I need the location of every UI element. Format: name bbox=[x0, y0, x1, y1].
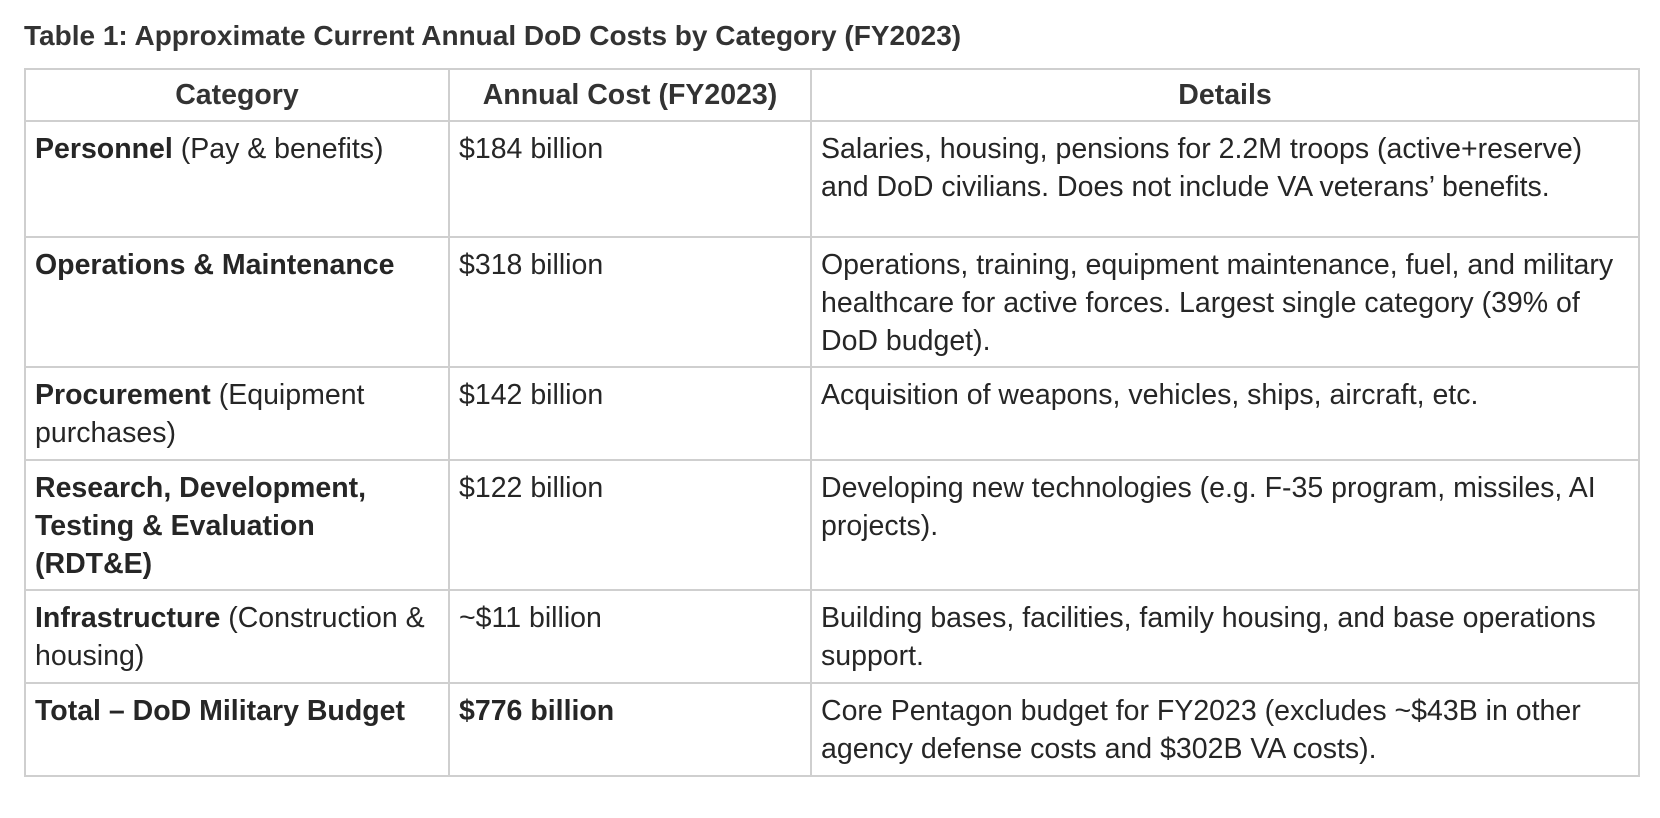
category-name: Personnel bbox=[35, 133, 173, 165]
table-row-infrastructure: Infrastructure (Construction & housing) … bbox=[24, 589, 1640, 684]
details-cell: Building bases, facilities, family housi… bbox=[810, 589, 1640, 684]
category-note: (Pay & benefits) bbox=[172, 133, 384, 165]
category-cell: Research, Development, Testing & Evaluat… bbox=[24, 459, 450, 591]
header-details: Details bbox=[810, 68, 1640, 122]
category-name: Total – DoD Military Budget bbox=[35, 695, 405, 727]
category-cell: Procurement (Equipment purchases) bbox=[24, 366, 450, 461]
category-name: Research, Development, Testing & Evaluat… bbox=[35, 472, 367, 580]
category-name: Infrastructure bbox=[35, 602, 221, 634]
category-note: (Equipment purchases) bbox=[35, 379, 365, 449]
cost-cell: $184 billion bbox=[448, 120, 812, 238]
details-cell: Core Pentagon budget for FY2023 (exclude… bbox=[810, 682, 1640, 777]
table-row-rdte: Research, Development, Testing & Evaluat… bbox=[24, 459, 1640, 591]
cost-cell: ~$11 billion bbox=[448, 589, 812, 684]
table-row-total: Total – DoD Military Budget $776 billion… bbox=[24, 682, 1640, 777]
details-cell: Operations, training, equipment maintena… bbox=[810, 236, 1640, 368]
cost-cell: $142 billion bbox=[448, 366, 812, 461]
category-cell: Total – DoD Military Budget bbox=[24, 682, 450, 777]
category-name: Procurement bbox=[35, 379, 211, 411]
category-cell: Personnel (Pay & benefits) bbox=[24, 120, 450, 238]
category-cell: Operations & Maintenance bbox=[24, 236, 450, 368]
cost-cell: $318 billion bbox=[448, 236, 812, 368]
table-row-operations-maintenance: Operations & Maintenance $318 billion Op… bbox=[24, 236, 1640, 368]
header-row: Category Annual Cost (FY2023) Details bbox=[24, 68, 1640, 122]
details-cell: Developing new technologies (e.g. F-35 p… bbox=[810, 459, 1640, 591]
header-category: Category bbox=[24, 68, 450, 122]
table-row-personnel: Personnel (Pay & benefits) $184 billion … bbox=[24, 120, 1640, 238]
table-caption: Table 1: Approximate Current Annual DoD … bbox=[24, 20, 962, 51]
category-cell: Infrastructure (Construction & housing) bbox=[24, 589, 450, 684]
details-cell: Salaries, housing, pensions for 2.2M tro… bbox=[810, 120, 1640, 238]
cost-table: Category Annual Cost (FY2023) Details Pe… bbox=[24, 68, 1640, 777]
details-cell: Acquisition of weapons, vehicles, ships,… bbox=[810, 366, 1640, 461]
cost-cell-total: $776 billion bbox=[448, 682, 812, 777]
category-name: Operations & Maintenance bbox=[35, 249, 395, 281]
category-note: (Construction & housing) bbox=[35, 602, 425, 672]
table-row-procurement: Procurement (Equipment purchases) $142 b… bbox=[24, 366, 1640, 461]
header-annual-cost: Annual Cost (FY2023) bbox=[448, 68, 812, 122]
cost-cell: $122 billion bbox=[448, 459, 812, 591]
